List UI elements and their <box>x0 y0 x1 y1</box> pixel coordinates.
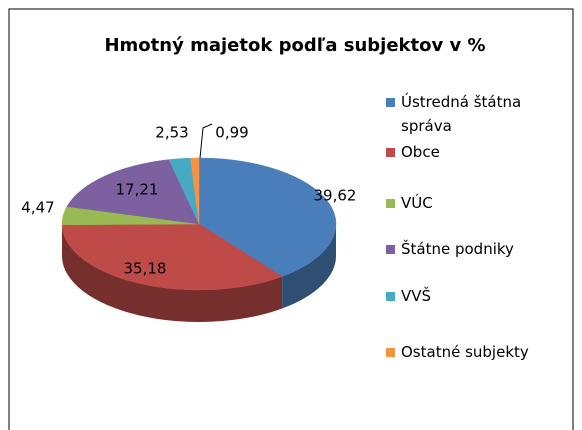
legend-swatch <box>386 98 395 107</box>
pie-side <box>282 224 336 309</box>
data-label: 35,18 <box>124 260 167 278</box>
legend-label: Ostatné subjekty <box>401 343 529 361</box>
pie-side <box>62 224 283 322</box>
legend-swatch <box>386 245 395 254</box>
legend-label: Štátne podniky <box>401 240 514 258</box>
pie <box>61 157 337 322</box>
legend-label: VVŠ <box>401 287 432 305</box>
legend-item: VVŠ <box>386 284 566 308</box>
pie-slice <box>66 159 200 225</box>
pie-slice <box>198 157 337 277</box>
pie-slice <box>190 157 200 225</box>
legend-item: Obce <box>386 140 566 164</box>
legend-item: Ústredná štátna správa <box>386 90 566 138</box>
leader-line <box>199 123 213 159</box>
legend-swatch <box>386 148 395 157</box>
legend-swatch <box>386 199 395 208</box>
legend-item: VÚC <box>386 191 566 215</box>
legend-label: Ústredná štátna správa <box>401 93 522 135</box>
data-label: 17,21 <box>116 181 159 199</box>
pie-slice <box>61 223 283 291</box>
legend-item: Štátne podniky <box>386 237 566 261</box>
data-label: 2,53 <box>155 124 188 142</box>
chart-title: Hmotný majetok podľa subjektov v % <box>104 35 485 56</box>
data-label: 0,99 <box>215 124 248 142</box>
legend-swatch <box>386 348 395 357</box>
legend-label: Obce <box>401 143 440 161</box>
legend-item: Ostatné subjekty <box>386 340 566 364</box>
data-label: 4,47 <box>21 199 54 217</box>
data-label: 39,62 <box>314 187 357 205</box>
legend-swatch <box>386 292 395 301</box>
legend-label: VÚC <box>401 194 433 212</box>
